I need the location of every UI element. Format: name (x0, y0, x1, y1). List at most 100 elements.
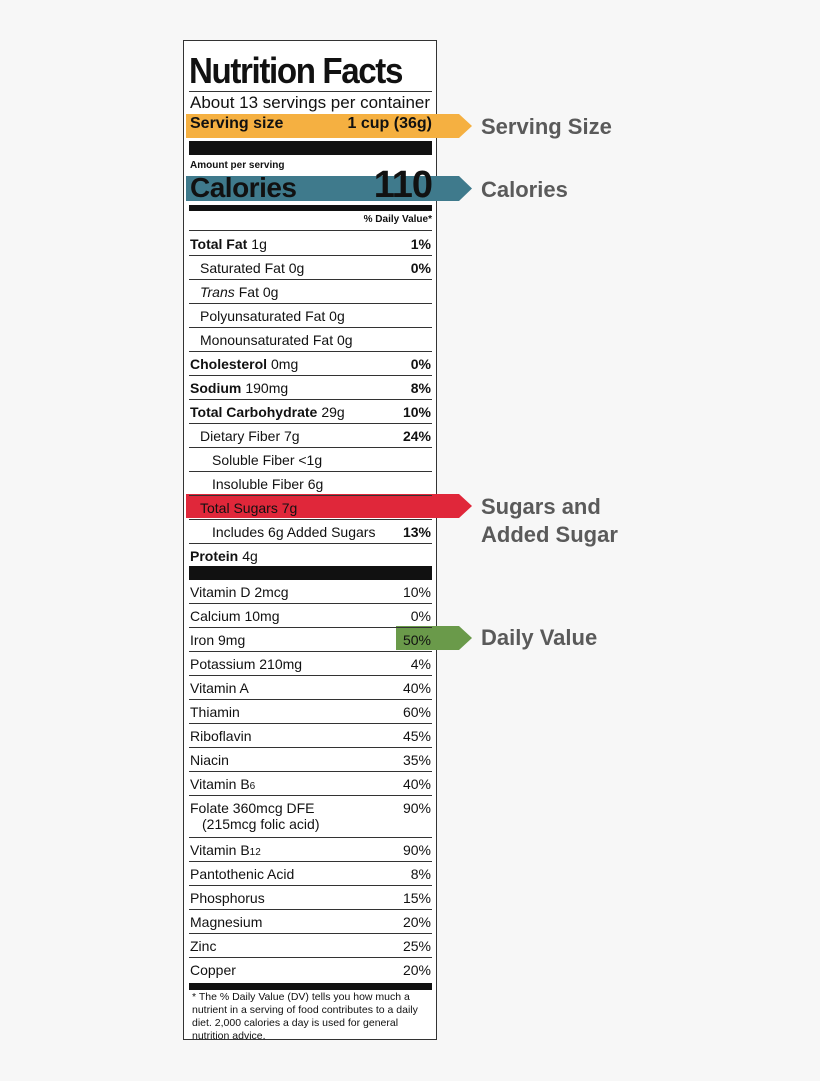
vitamin-row: Pantothenic Acid 8% (189, 862, 432, 886)
nutrient-row: Sodium 190mg 8% (189, 376, 432, 400)
vitamin-row: Vitamin B12 90% (189, 838, 432, 862)
servings: About 13 servings per container (190, 93, 431, 112)
annotation-line: Daily Value (481, 625, 598, 650)
nutrient-row: Total Carbohydrate 29g 10% (189, 400, 432, 424)
vitamin-row: Copper 20% (189, 958, 432, 982)
vitamin-line: Potassium 210mg (190, 656, 302, 672)
highlight-arrow (396, 626, 472, 650)
vitamin-line: Magnesium (190, 914, 262, 930)
vitamin-name: Folate 360mcg DFE (190, 800, 315, 816)
vitamin-dv: 15% (402, 890, 431, 906)
nutrient-name: Trans (200, 284, 235, 300)
nutrient-dv: 13% (402, 524, 431, 540)
vitamin-line: Vitamin B12 (190, 842, 261, 858)
vitamin-row: Niacin 35% (189, 748, 432, 772)
vitamin-line: Phosphorus (190, 890, 265, 906)
annotation: Calories (481, 176, 568, 204)
nutrient-line: Total Sugars 7g (200, 500, 297, 516)
vitamin-dv: 40% (402, 776, 431, 792)
vitamin-dv: 35% (402, 752, 431, 768)
highlight-arrow (186, 176, 472, 201)
vitamin-name: Niacin (190, 752, 229, 768)
vitamin-name: Copper (190, 962, 236, 978)
vitamin-subscript: 12 (249, 847, 261, 858)
nutrient-row: Monounsaturated Fat 0g (189, 328, 432, 352)
nutrient-line: Saturated Fat 0g (200, 260, 304, 276)
thick-rule (189, 983, 432, 990)
nutrient-amount: 29g (321, 404, 345, 420)
nutrient-dv: 8% (410, 380, 431, 396)
vitamin-row: Vitamin D 2mcg 10% (189, 580, 432, 604)
medium-rule (189, 205, 432, 211)
vitamin-dv: 0% (410, 608, 431, 624)
vitamin-line: Vitamin D 2mcg (190, 584, 289, 600)
nutrient-amount: 190mg (245, 380, 289, 396)
vitamin-row: Phosphorus 15% (189, 886, 432, 910)
annotation-line: Calories (481, 177, 568, 202)
vitamin-line: Vitamin A (190, 680, 249, 696)
nutrient-name: Soluble Fiber <1g (212, 452, 323, 468)
vitamin-row: Calcium 10mg 0% (189, 604, 432, 628)
annotation-line: Sugars and (481, 494, 601, 519)
nutrient-row: Cholesterol 0mg 0% (189, 352, 432, 376)
nutrient-name: Insoluble Fiber 6g (212, 476, 324, 492)
nutrient-line: Total Carbohydrate 29g (190, 404, 345, 420)
vitamin-dv: 20% (402, 962, 431, 978)
nutrient-line: Sodium 190mg (190, 380, 288, 396)
nutrient-name: Includes 6g Added Sugars (212, 524, 376, 540)
dv-header: % Daily Value* (363, 214, 432, 225)
nutrient-name: Protein (190, 548, 239, 564)
vitamin-dv: 4% (410, 656, 431, 672)
vitamin-line: Pantothenic Acid (190, 866, 294, 882)
highlight-arrow (186, 114, 472, 138)
nutrient-row: Includes 6g Added Sugars 13% (189, 520, 432, 544)
vitamin-name: Thiamin (190, 704, 240, 720)
calories-label: Calories (190, 172, 297, 203)
vitamin-dv: 20% (402, 914, 431, 930)
vitamin-name: Phosphorus (190, 890, 265, 906)
vitamin-dv: 8% (410, 866, 431, 882)
vitamin-line: Copper (190, 962, 236, 978)
vitamin-name: Potassium 210mg (190, 656, 303, 672)
rule (189, 91, 432, 92)
nutrient-name: Total Fat (190, 236, 248, 252)
vitamin-dv: 25% (402, 938, 431, 954)
nutrient-line: Protein 4g (190, 548, 258, 564)
nutrient-name: Sodium (190, 380, 242, 396)
vitamin-row: Iron 9mg 50% (189, 628, 432, 652)
nutrient-amount: 4g (242, 548, 258, 564)
vitamin-dv: 60% (402, 704, 431, 720)
nutrient-name: Cholesterol (190, 356, 268, 372)
vitamin-row: Vitamin A 40% (189, 676, 432, 700)
vitamin-line: Riboflavin (190, 728, 251, 744)
vitamin-name: Calcium 10mg (190, 608, 280, 624)
nutrient-line: Total Fat 1g (190, 236, 267, 252)
label-title: Nutrition Facts (189, 50, 403, 91)
vitamin-dv: 50% (402, 632, 431, 648)
nutrient-line: Cholesterol 0mg (190, 356, 298, 372)
vitamin-name: Vitamin A (190, 680, 249, 696)
nutrient-name: Monounsaturated Fat 0g (200, 332, 353, 348)
nutrient-line: Soluble Fiber <1g (212, 452, 322, 468)
vitamin-dv: 90% (402, 800, 431, 816)
nutrient-line: Insoluble Fiber 6g (212, 476, 323, 492)
vitamin-row: Riboflavin 45% (189, 724, 432, 748)
vitamin-dv: 45% (402, 728, 431, 744)
nutrient-row: Polyunsaturated Fat 0g (189, 304, 432, 328)
annotation: Daily Value (481, 624, 597, 652)
vitamin-line: Zinc (190, 938, 216, 954)
vitamin-name: Vitamin D 2mcg (190, 584, 289, 600)
vitamin-subscript: 6 (249, 781, 256, 792)
nutrient-line: Monounsaturated Fat 0g (200, 332, 353, 348)
nutrient-line: Dietary Fiber 7g (200, 428, 300, 444)
nutrient-row: Soluble Fiber <1g (189, 448, 432, 472)
vitamin-name: Magnesium (190, 914, 263, 930)
vitamin-line: Thiamin (190, 704, 240, 720)
nutrient-dv: 24% (402, 428, 431, 444)
nutrient-dv: 1% (410, 236, 431, 252)
nutrient-row: Total Fat 1g 1% (189, 232, 432, 256)
nutrient-row: Protein 4g (189, 544, 432, 568)
vitamin-dv: 40% (402, 680, 431, 696)
nutrient-amount: Fat 0g (238, 284, 279, 300)
